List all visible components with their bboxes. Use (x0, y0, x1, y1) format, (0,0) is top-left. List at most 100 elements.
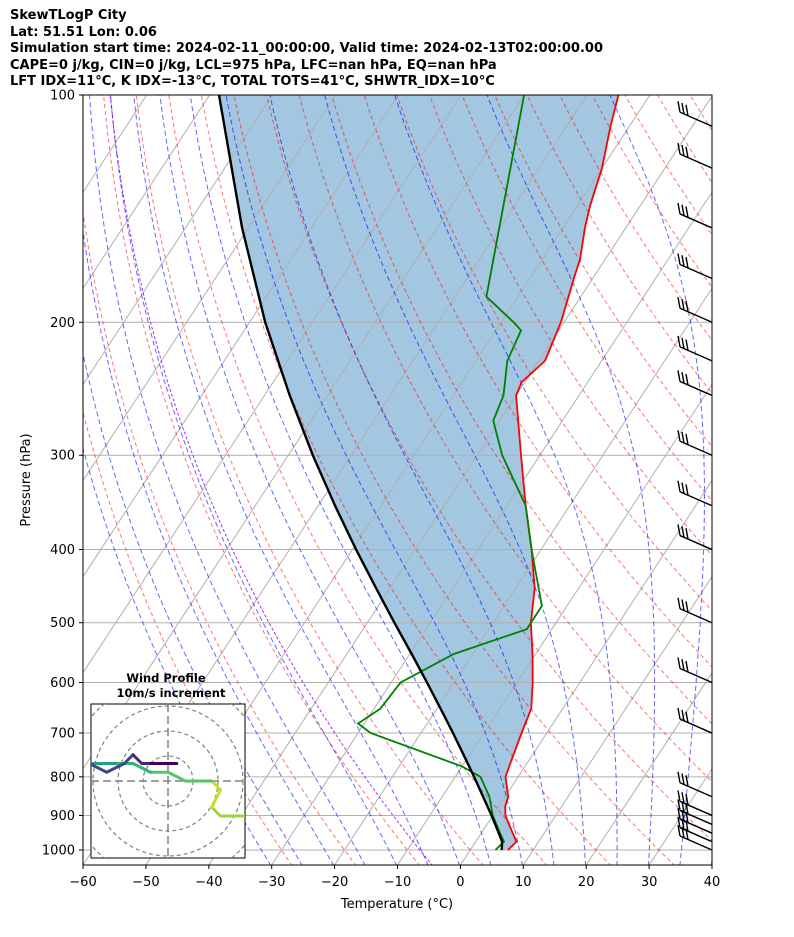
wind-barb (677, 524, 713, 551)
wind-barb-shaft (679, 213, 713, 229)
moist-adiabat (133, 95, 429, 865)
wind-barb-flag (685, 601, 689, 613)
wind-barb-flag (677, 143, 681, 155)
y-tick-label: 600 (50, 676, 75, 691)
dry-adiabat (331, 95, 712, 725)
wind-barb-flag (685, 484, 689, 496)
isotherm-line (83, 95, 399, 578)
x-tick-label: −40 (195, 875, 222, 890)
wind-barb-flag (685, 300, 689, 313)
y-tick-label: 800 (50, 770, 75, 785)
wind-barb-flag (681, 526, 685, 538)
wind-barb-shaft (679, 818, 713, 834)
wind-barb (677, 370, 713, 397)
wind-barb (677, 790, 713, 817)
x-tick-label: 0 (456, 875, 464, 890)
y-axis-label: Pressure (hPa) (19, 433, 34, 526)
hodograph-trace (166, 770, 187, 783)
wind-barb-flag (677, 597, 681, 609)
dry-adiabat (689, 95, 712, 132)
moist-adiabat (83, 351, 303, 865)
x-tick-label: 30 (641, 875, 658, 890)
wind-barb-flag (685, 206, 689, 218)
moist-adiabat (269, 95, 555, 865)
wind-barb-flag (685, 146, 689, 158)
y-tick-label: 900 (50, 809, 75, 824)
x-tick-label: 10 (515, 875, 532, 890)
dry-adiabat (788, 95, 794, 866)
temperature-line (504, 95, 620, 851)
wind-barb (677, 430, 713, 456)
wind-barb-shaft (679, 440, 713, 456)
wind-barb-flag (685, 711, 689, 723)
wind-barb-flag (685, 433, 689, 445)
dry-adiabat (200, 95, 612, 865)
dry-adiabat (559, 95, 712, 341)
dry-adiabat (83, 208, 357, 865)
isotherm-line (83, 95, 210, 290)
location-line: Lat: 51.51 Lon: 0.06 (10, 24, 157, 40)
wind-barb (677, 335, 713, 362)
parcel-profile-line (217, 95, 504, 851)
wind-barb-flag (681, 792, 685, 804)
y-tick-label: 300 (50, 449, 75, 464)
wind-barb-flag (677, 790, 681, 802)
x-axis-label: Temperature (°C) (340, 897, 453, 912)
wind-barb-shaft (679, 346, 713, 362)
cin-shaded-area (219, 95, 619, 850)
isotherm-line (0, 95, 21, 866)
dry-adiabat (83, 410, 293, 865)
wind-barb-shaft (679, 782, 713, 798)
moist-adiabat (83, 227, 334, 865)
wind-barb (677, 143, 713, 169)
dry-adiabat (657, 95, 712, 184)
wind-barb-flag (685, 793, 689, 806)
wind-barb-flag (677, 657, 681, 669)
wind-barb-flag (681, 773, 685, 785)
wind-barb-flag (677, 824, 681, 837)
wind-barb-shaft (679, 111, 713, 127)
hodograph-subtitle: 10m/s increment (117, 686, 226, 700)
wind-barb-flag (677, 297, 681, 309)
hodograph-trace (210, 805, 222, 818)
wind-barb-flag (681, 298, 685, 311)
isotherm-line (83, 95, 462, 674)
wind-barb-shaft (679, 827, 713, 843)
wind-barb (677, 657, 713, 684)
isotherm-line (711, 864, 712, 865)
wind-barb-flag (681, 431, 685, 444)
wind-barb-flag (681, 709, 685, 721)
wind-barb-flag (685, 373, 689, 386)
hodograph-trace (131, 753, 144, 765)
x-tick-label: −30 (258, 875, 285, 890)
moist-adiabat (394, 95, 618, 865)
wind-barb-shaft (679, 491, 713, 507)
moist-adiabat (609, 95, 706, 865)
wind-barb-flag (681, 337, 685, 349)
wind-barb-flag (685, 256, 689, 269)
moist-adiabat (159, 95, 460, 865)
isotherm-line (83, 95, 85, 98)
wind-barb-shaft (679, 153, 713, 169)
dry-adiabat (624, 95, 712, 236)
y-tick-label: 200 (50, 316, 75, 331)
moist-adiabat (110, 95, 397, 865)
mixing-ratio-line (109, 95, 433, 865)
wind-barb-flag (677, 799, 681, 811)
wind-barb-flag (685, 339, 689, 351)
wind-barb (677, 771, 713, 798)
moist-adiabat (189, 95, 492, 865)
wind-barb-flag (677, 524, 681, 536)
y-tick-label: 700 (50, 727, 75, 742)
x-tick-label: 40 (704, 875, 721, 890)
moist-adiabat (83, 446, 272, 865)
wind-barb-flag (681, 102, 685, 115)
chart-title: SkewTLogP City (10, 8, 127, 23)
isotherm-line (522, 575, 712, 865)
wind-barb (677, 202, 713, 229)
wind-barb-shaft (679, 718, 713, 734)
dry-adiabat (363, 95, 712, 668)
x-tick-label: −50 (132, 875, 159, 890)
wind-barb-flag (685, 660, 689, 673)
